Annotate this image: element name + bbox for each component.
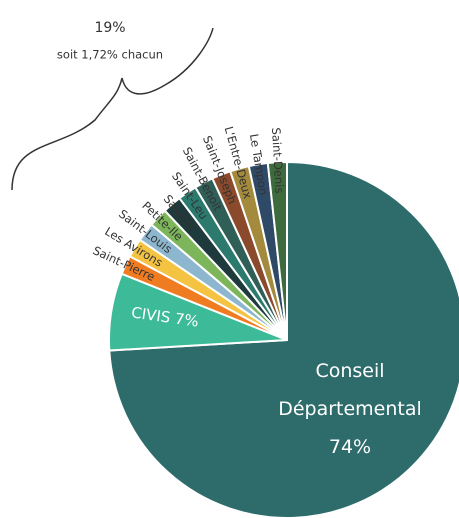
category-label: Conseil Départemental <box>278 360 422 420</box>
brace <box>11 27 214 191</box>
annotation: soit 1,72% chacun <box>57 48 163 62</box>
value-label: 74% <box>328 436 372 458</box>
annotation: 19% <box>94 20 125 36</box>
slice-label: Saint-Denis <box>269 127 287 194</box>
slice-label: Conseil Départemental 74% <box>265 352 435 466</box>
category-label: CIVIS <box>130 303 172 327</box>
value-label: 7% <box>173 309 200 331</box>
slice <box>108 160 459 518</box>
slice <box>266 160 288 341</box>
